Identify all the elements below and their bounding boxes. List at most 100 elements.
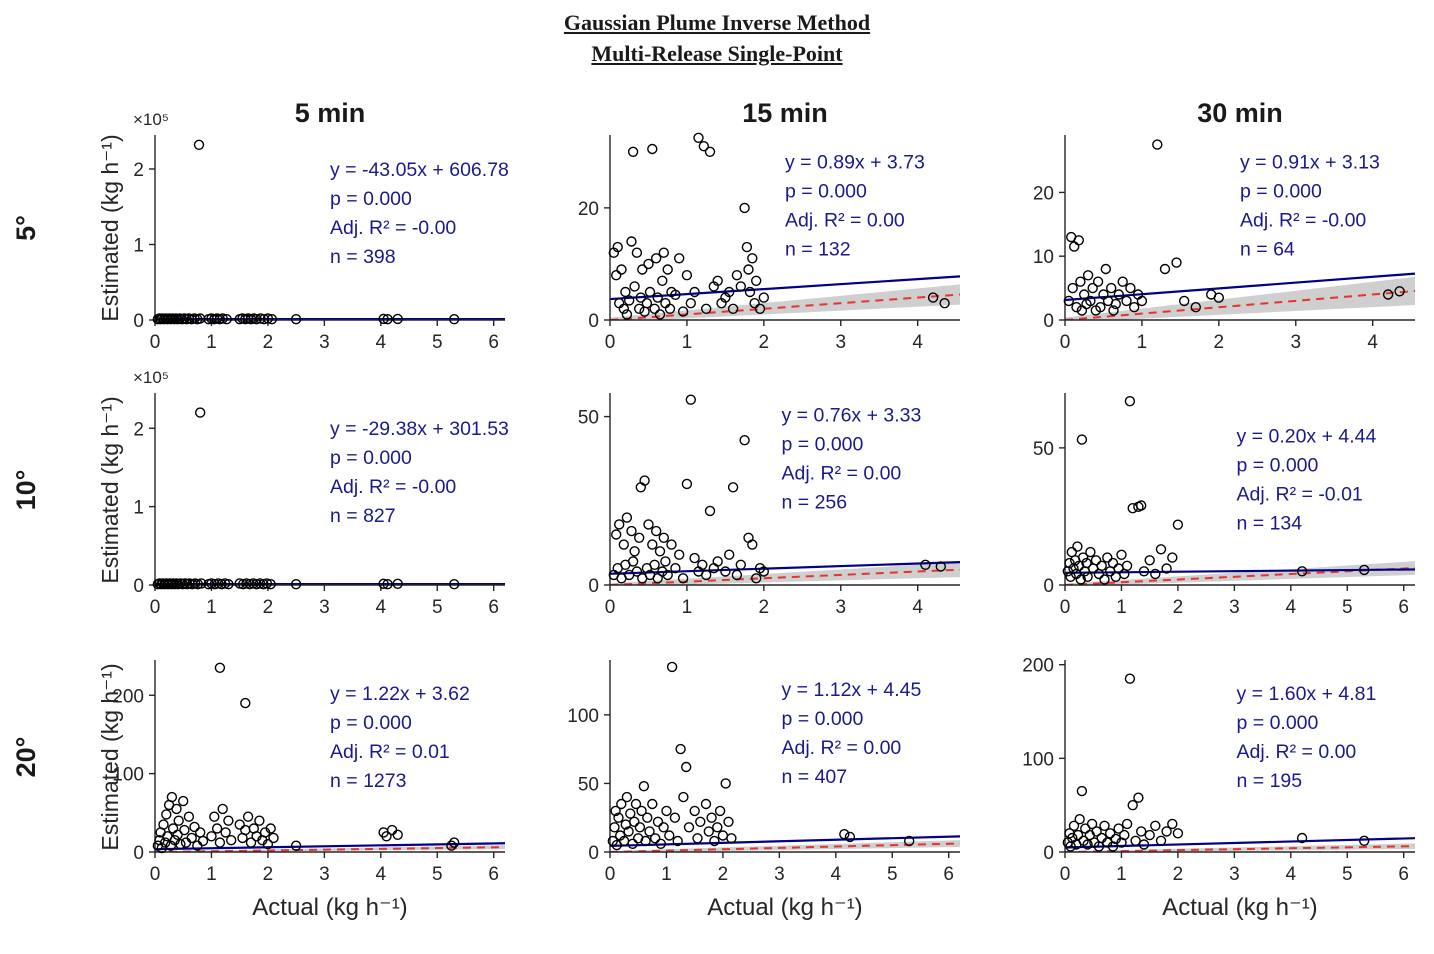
scatter-points	[608, 132, 950, 320]
svg-text:4: 4	[912, 332, 923, 353]
fit-line	[610, 835, 961, 847]
subplot-canvas: 0 1 2 3 4 5 6 0 100 200 y = 1.60x + 4.81 p = 0.000 A…	[1022, 656, 1416, 885]
svg-text:0: 0	[1043, 843, 1054, 864]
subplot-5deg-5min: 0 1 2 3 4 5 6 0 1 2 ×10⁵ y = -43.05x + 606.78 p = 0.…	[85, 110, 525, 370]
row-label-20deg: 20°	[11, 736, 41, 778]
svg-text:1: 1	[133, 235, 144, 256]
tick-labels: 0 1 2 3 4 5 6 0 50	[1033, 439, 1409, 618]
tick-labels: 0 1 2 3 4 0 50	[578, 408, 924, 618]
fit-annotation: y = -29.38x + 301.53 p = 0.000 Adj. R² = -…	[330, 418, 509, 527]
svg-text:5: 5	[1342, 597, 1353, 618]
tick-labels: 0 1 2 3 4 0 10 20	[1033, 183, 1379, 353]
svg-text:1: 1	[661, 864, 672, 885]
scatter-points	[152, 407, 460, 590]
svg-text:200: 200	[112, 686, 144, 707]
y-exponent-label: ×10⁵	[133, 368, 169, 387]
svg-text:5: 5	[887, 864, 898, 885]
svg-text:4: 4	[1367, 332, 1378, 353]
svg-text:0: 0	[133, 311, 144, 332]
svg-text:2: 2	[263, 864, 274, 885]
scatter-points	[152, 139, 460, 325]
figure-title-line2: Multi-Release Single-Point	[591, 40, 843, 66]
svg-text:0: 0	[588, 843, 599, 864]
fit-annotation: y = 1.22x + 3.62 p = 0.000 Adj. R² = 0.01 n…	[330, 683, 470, 792]
svg-text:0: 0	[605, 597, 616, 618]
subplot-10deg-5min: 0 1 2 3 4 5 6 0 1 2 ×10⁵ y = -29.38x + 301.53 p = 0.…	[85, 368, 525, 635]
axes	[604, 135, 960, 326]
svg-text:2: 2	[263, 597, 274, 618]
one-to-one-line	[1065, 845, 1416, 852]
svg-text:3: 3	[1229, 864, 1240, 885]
svg-text:1: 1	[682, 597, 693, 618]
svg-text:0: 0	[133, 843, 144, 864]
svg-text:20: 20	[578, 199, 599, 220]
column-title-30min: 30 min	[1197, 98, 1283, 128]
x-axis-label-col2: Actual (kg h⁻¹)	[707, 894, 863, 921]
axes	[149, 660, 505, 858]
x-axis-label-col1: Actual (kg h⁻¹)	[252, 894, 408, 921]
svg-text:4: 4	[912, 597, 923, 618]
subplot-canvas: 0 1 2 3 4 5 6 0 100 200 y = 1.22x + 3.62 p = 0.000 A…	[112, 660, 506, 885]
column-title-15min: 15 min	[742, 98, 828, 128]
fit-line	[1065, 568, 1416, 574]
one-to-one-line	[155, 846, 506, 852]
svg-text:5: 5	[1342, 864, 1353, 885]
subplot-canvas: 0 1 2 3 4 0 50 y = 0.76x + 3.33 p = 0.000 Adj. R²…	[578, 393, 961, 618]
axes	[604, 660, 960, 858]
subplot-10deg-15min: 0 1 2 3 4 0 50 y = 0.76x + 3.33 p = 0.000 Adj. R²…	[540, 368, 980, 635]
one-to-one-line	[610, 842, 961, 852]
svg-text:6: 6	[1398, 864, 1409, 885]
one-to-one-line	[610, 568, 961, 585]
svg-text:3: 3	[1229, 597, 1240, 618]
svg-text:0: 0	[1060, 597, 1071, 618]
subplot-canvas: 0 1 2 3 4 0 20 y = 0.89x + 3.73 p = 0.000 Adj. R²…	[578, 132, 961, 353]
row-label-10deg: 10°	[11, 469, 41, 511]
axes	[1059, 135, 1415, 326]
one-to-one-line	[1065, 566, 1416, 585]
svg-text:2: 2	[263, 332, 274, 353]
fit-annotation: y = 1.12x + 4.45 p = 0.000 Adj. R² = 0.00 n…	[782, 679, 922, 788]
axes	[604, 393, 960, 591]
one-to-one-line	[610, 293, 961, 320]
svg-text:0: 0	[605, 864, 616, 885]
tick-labels: 0 1 2 3 4 5 6 0 100 200	[112, 686, 499, 885]
svg-text:0: 0	[150, 864, 161, 885]
scatter-points	[1062, 673, 1370, 852]
svg-text:100: 100	[567, 706, 599, 727]
subplot-canvas: 0 1 2 3 4 5 6 0 1 2 ×10⁵ y = -29.38x + 301.53 p = 0.…	[133, 368, 509, 618]
svg-text:0: 0	[605, 332, 616, 353]
svg-text:100: 100	[112, 765, 144, 786]
svg-text:6: 6	[488, 864, 499, 885]
fit-annotation: y = 0.91x + 3.13 p = 0.000 Adj. R² = -0.00…	[1240, 152, 1380, 261]
svg-text:6: 6	[488, 597, 499, 618]
svg-text:10: 10	[1033, 247, 1054, 268]
confidence-band	[1065, 561, 1415, 585]
svg-text:50: 50	[578, 774, 599, 795]
svg-text:0: 0	[588, 576, 599, 597]
svg-text:3: 3	[319, 332, 330, 353]
svg-text:2: 2	[1173, 597, 1184, 618]
svg-text:4: 4	[1286, 864, 1297, 885]
fit-line	[1065, 837, 1416, 849]
svg-text:5: 5	[432, 332, 443, 353]
tick-labels: 0 1 2 3 4 5 6 0 1 2	[133, 419, 499, 618]
tick-labels: 0 1 2 3 4 5 6 0 50 100	[567, 706, 954, 885]
svg-text:6: 6	[943, 864, 954, 885]
svg-text:1: 1	[1116, 864, 1127, 885]
svg-text:4: 4	[376, 597, 387, 618]
svg-text:4: 4	[376, 332, 387, 353]
svg-text:2: 2	[1173, 864, 1184, 885]
x-axis-label-col3: Actual (kg h⁻¹)	[1162, 894, 1318, 921]
fit-annotation: y = 0.20x + 4.44 p = 0.000 Adj. R² = -0.01…	[1237, 426, 1377, 535]
svg-text:6: 6	[488, 332, 499, 353]
confidence-band	[1065, 276, 1415, 320]
svg-text:1: 1	[206, 864, 217, 885]
fit-annotation: y = 0.89x + 3.73 p = 0.000 Adj. R² = 0.00 n…	[785, 152, 925, 261]
svg-text:1: 1	[206, 597, 217, 618]
svg-text:4: 4	[831, 864, 842, 885]
svg-text:3: 3	[835, 332, 846, 353]
subplot-10deg-30min: 0 1 2 3 4 5 6 0 50 y = 0.20x + 4.44 p = 0.000 Adj. …	[995, 368, 1434, 635]
tick-labels: 0 1 2 3 4 5 6 0 1 2	[133, 160, 499, 353]
svg-text:2: 2	[759, 332, 770, 353]
svg-text:0: 0	[1060, 864, 1071, 885]
